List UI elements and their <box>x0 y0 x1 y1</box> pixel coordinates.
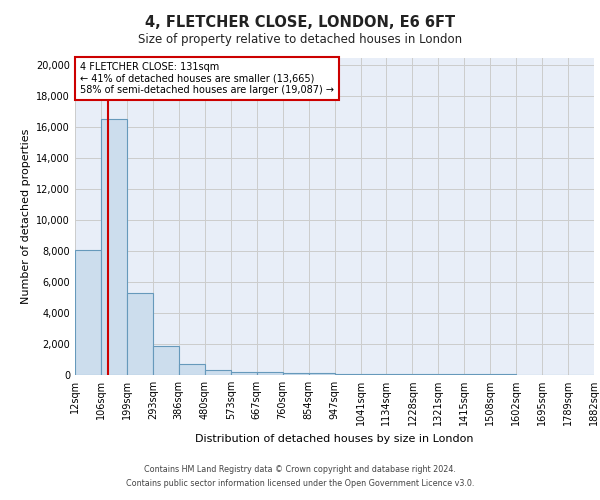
Bar <box>464 374 490 375</box>
Text: 4 FLETCHER CLOSE: 131sqm
← 41% of detached houses are smaller (13,665)
58% of se: 4 FLETCHER CLOSE: 131sqm ← 41% of detach… <box>80 62 334 96</box>
X-axis label: Distribution of detached houses by size in London: Distribution of detached houses by size … <box>195 434 474 444</box>
Bar <box>153 346 179 375</box>
Bar <box>257 372 283 375</box>
Bar <box>386 374 412 375</box>
Text: Contains HM Land Registry data © Crown copyright and database right 2024.
Contai: Contains HM Land Registry data © Crown c… <box>126 466 474 487</box>
Bar <box>101 120 127 375</box>
Text: 4, FLETCHER CLOSE, LONDON, E6 6FT: 4, FLETCHER CLOSE, LONDON, E6 6FT <box>145 15 455 30</box>
Bar <box>361 374 386 375</box>
Bar <box>335 374 361 375</box>
Bar <box>412 374 438 375</box>
Bar <box>179 364 205 375</box>
Bar <box>75 250 101 375</box>
Bar <box>230 372 257 375</box>
Y-axis label: Number of detached properties: Number of detached properties <box>21 128 31 304</box>
Bar <box>438 374 464 375</box>
Bar <box>205 370 230 375</box>
Text: Size of property relative to detached houses in London: Size of property relative to detached ho… <box>138 32 462 46</box>
Bar <box>127 293 153 375</box>
Bar <box>283 372 308 375</box>
Bar <box>490 374 516 375</box>
Bar <box>308 374 335 375</box>
